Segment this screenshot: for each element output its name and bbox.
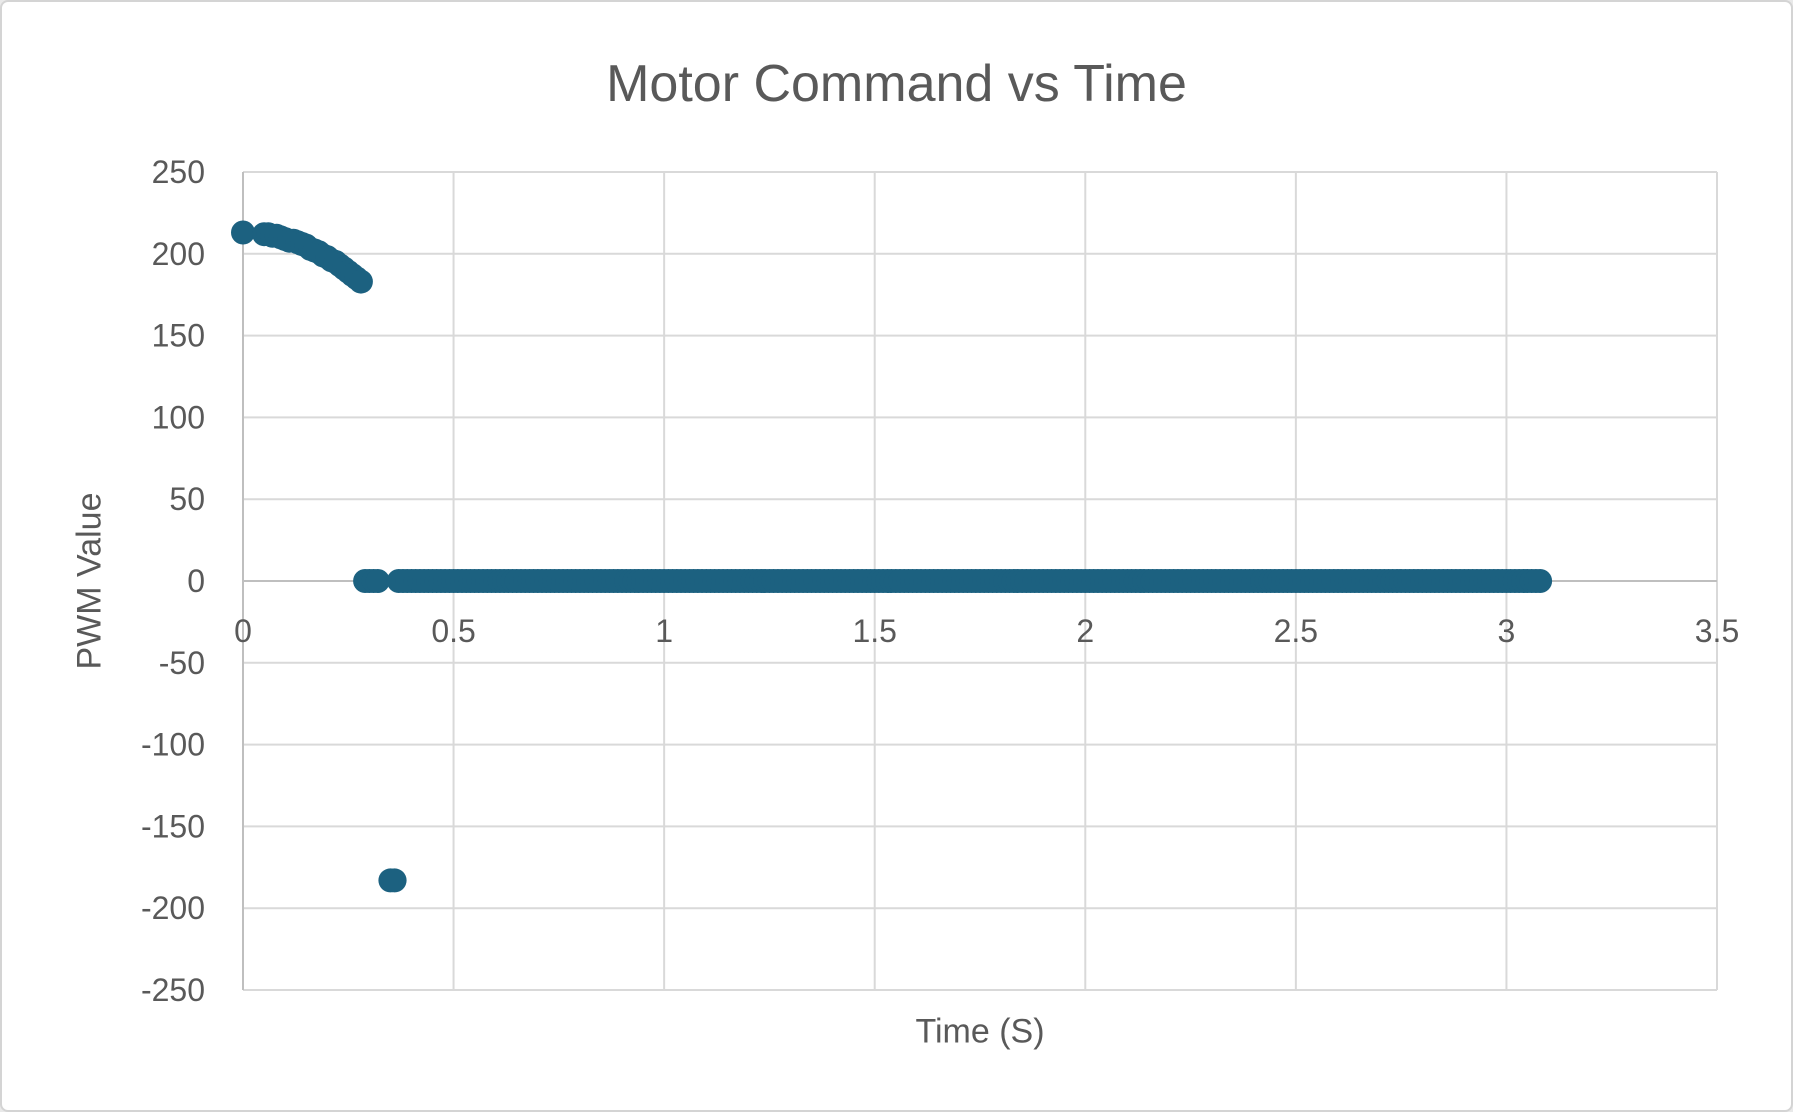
- data-point-marker: [231, 220, 255, 245]
- x-tick-label: 3.5: [1695, 613, 1739, 649]
- x-tick-label: 1: [655, 613, 673, 649]
- data-point-marker: [1528, 569, 1553, 593]
- x-tick-label: 3: [1498, 613, 1516, 649]
- chart-title: Motor Command vs Time: [606, 55, 1187, 113]
- x-axis-title: Time (S): [915, 1012, 1045, 1051]
- y-tick-label: 0: [187, 563, 205, 599]
- y-tick-label: 100: [152, 399, 205, 435]
- y-tick-label: -200: [141, 890, 205, 926]
- data-point-marker: [348, 269, 373, 294]
- x-tick-label: 2: [1076, 613, 1094, 649]
- y-tick-label: -100: [141, 727, 205, 763]
- x-tick-label: 0.5: [431, 613, 475, 649]
- data-point-marker: [382, 868, 407, 893]
- x-tick-label: 1.5: [852, 613, 896, 649]
- y-tick-label: 50: [169, 481, 205, 517]
- y-tick-label: -50: [159, 645, 205, 681]
- data-point-marker: [365, 569, 390, 593]
- y-tick-label: 200: [152, 236, 205, 272]
- y-tick-label: -150: [141, 808, 205, 844]
- y-tick-label: 250: [152, 154, 205, 190]
- y-tick-label: 150: [152, 318, 205, 354]
- x-tick-label: 2.5: [1274, 613, 1318, 649]
- y-tick-label: -250: [141, 972, 205, 1008]
- x-tick-label: 0: [234, 613, 252, 649]
